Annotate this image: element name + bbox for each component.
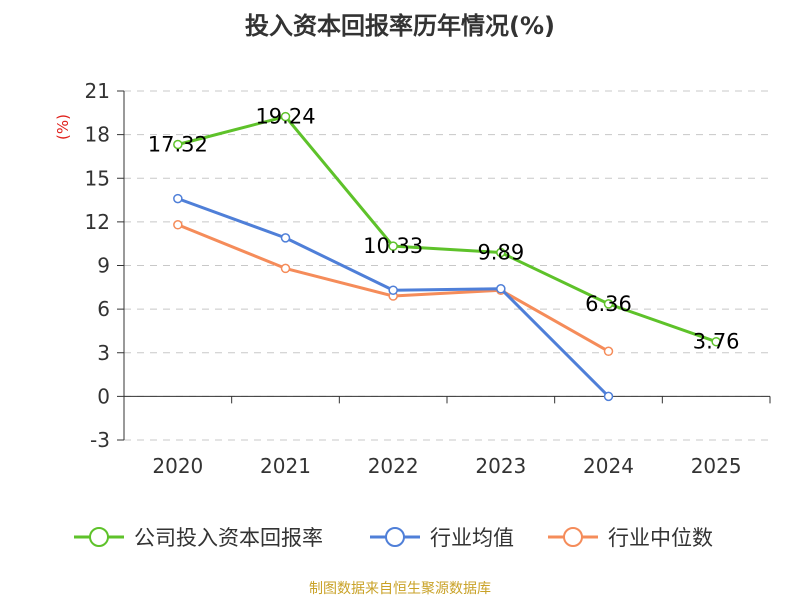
y-tick-label: 9 — [97, 254, 110, 278]
legend-label: 公司投入资本回报率 — [134, 526, 323, 550]
y-tick-label: 12 — [85, 210, 110, 234]
y-tick-label: 15 — [85, 166, 110, 190]
x-tick-label: 2021 — [260, 454, 311, 478]
y-tick-label: 0 — [97, 384, 110, 408]
data-point — [173, 139, 183, 150]
chart-title: 投入资本回报率历年情况(%) — [245, 12, 555, 40]
series-line-0 — [177, 115, 717, 344]
data-label: 19.24 — [255, 105, 315, 129]
y-tick-label: 6 — [97, 297, 110, 321]
data-point — [388, 285, 398, 295]
data-point — [173, 220, 183, 230]
x-tick-label: 2024 — [583, 454, 634, 478]
data-point — [603, 299, 614, 309]
x-tick-label: 2020 — [152, 454, 203, 478]
data-point — [388, 241, 398, 251]
y-tick-label: 18 — [85, 123, 110, 147]
data-point — [603, 391, 614, 402]
data-point — [711, 336, 721, 347]
data-label: 17.32 — [148, 133, 208, 157]
legend-label: 行业均值 — [430, 526, 514, 550]
y-tick-label: -3 — [90, 428, 110, 452]
data-label: 9.89 — [477, 241, 524, 265]
data-point — [280, 111, 291, 122]
data-point — [496, 284, 506, 294]
data-label: 3.76 — [693, 330, 740, 354]
y-tick-label: 3 — [97, 341, 110, 365]
legend-marker — [385, 527, 405, 547]
data-label: 6.36 — [585, 292, 632, 316]
x-tick-label: 2025 — [691, 454, 742, 478]
y-axis-unit: (%) — [54, 114, 72, 140]
legend-label: 行业中位数 — [608, 526, 713, 550]
source-note: 制图数据来自恒生聚源数据库 — [309, 581, 491, 597]
data-label: 10.33 — [363, 234, 423, 258]
legend-marker — [563, 527, 583, 547]
data-point — [173, 193, 183, 204]
x-tick-label: 2022 — [368, 454, 419, 478]
data-point — [280, 233, 291, 243]
data-point — [603, 346, 614, 357]
legend-marker — [89, 527, 109, 547]
x-tick-label: 2023 — [475, 454, 526, 478]
data-point — [496, 247, 506, 258]
data-point — [280, 263, 291, 274]
y-tick-label: 21 — [85, 79, 110, 103]
